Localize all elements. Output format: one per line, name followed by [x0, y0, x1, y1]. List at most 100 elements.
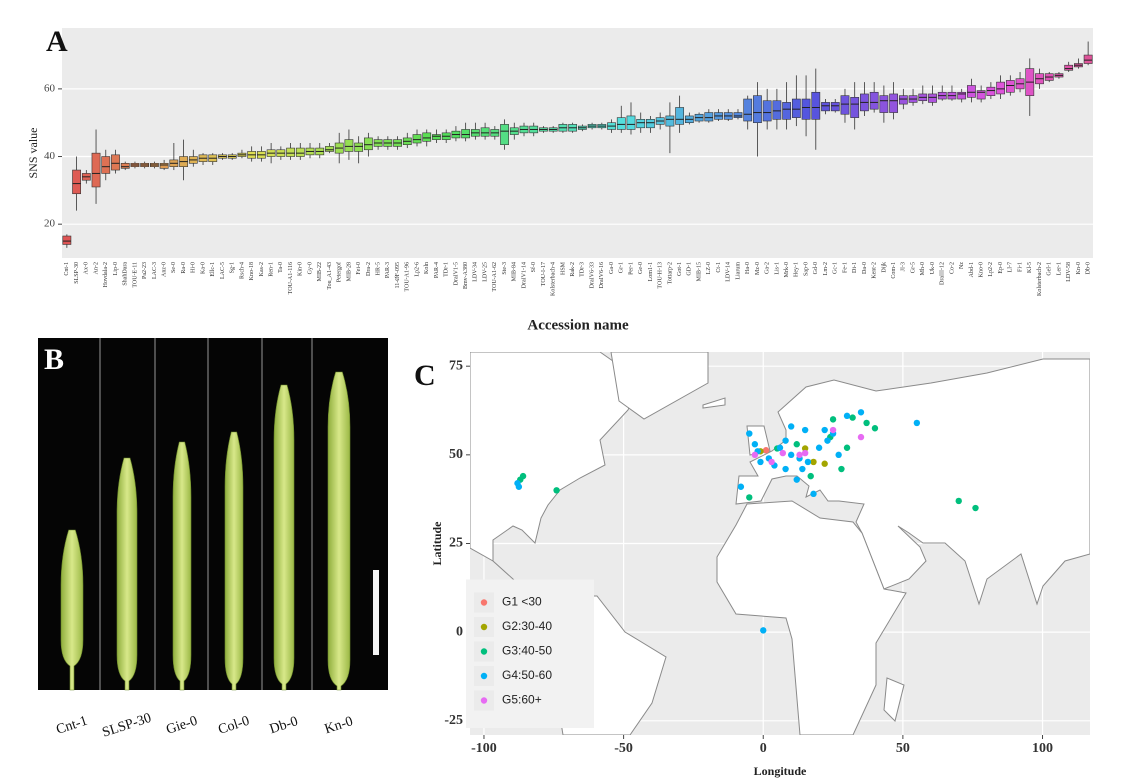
- map-point: [746, 430, 753, 437]
- map-point: [760, 627, 767, 634]
- map-point: [519, 472, 527, 480]
- x-tick-label: TDr-1: [444, 262, 450, 277]
- x-tick-label: TOU-A1-116: [288, 262, 294, 294]
- x-tick-label: Ct-1: [716, 262, 722, 273]
- x-tick-label: Kas-2: [259, 262, 265, 276]
- box: [967, 85, 976, 98]
- x-tick-label: Kolsterbach-2: [1037, 262, 1043, 296]
- x-tick-label: Gc-1: [833, 262, 839, 274]
- map-point: [782, 437, 789, 444]
- x-tick-label: Ga-2: [765, 262, 771, 274]
- greenland: [610, 352, 709, 420]
- x-tick-label: Da-0: [862, 262, 868, 274]
- map-point: [835, 451, 842, 459]
- x-tick-label: HR-5: [375, 262, 381, 275]
- box: [869, 91, 879, 110]
- x-tick-label: TDr-3: [580, 262, 586, 277]
- map-point: [779, 449, 786, 457]
- map-point: [821, 426, 828, 434]
- x-tick-label: Com-1: [891, 262, 897, 279]
- box: [354, 142, 364, 152]
- box: [62, 235, 72, 245]
- x-tick-label: Per-1: [628, 262, 634, 275]
- silique: [224, 431, 244, 691]
- box: [159, 162, 169, 169]
- x-tick-label: Ka-0: [200, 262, 206, 274]
- x-tick-label: Kno-0: [979, 262, 985, 277]
- box: [636, 119, 646, 129]
- x-tick-label: MIB-84: [512, 262, 518, 281]
- map-point: [829, 416, 837, 423]
- map-point: [824, 437, 831, 444]
- x-tick-label: LZ-0: [706, 262, 712, 274]
- legend-marker: [480, 697, 488, 704]
- map-point: [793, 476, 800, 483]
- x-tick-label: DraIV1-5: [453, 262, 459, 285]
- x-tick-label: Lp2-6: [414, 262, 420, 277]
- box: [976, 90, 986, 100]
- plot-background: [62, 28, 1093, 258]
- x-tick-label: LAC-3: [152, 262, 158, 279]
- x-tick-label: Tou_A1-43: [327, 262, 333, 290]
- x-tick-label: LDV-14: [726, 262, 732, 282]
- x-tick-label: LDV-58: [1066, 262, 1072, 282]
- x-tick-label: 11-ØF-095: [395, 262, 401, 288]
- x-tick-label: Ta-0: [278, 262, 284, 273]
- box: [772, 100, 782, 120]
- x-tick-label: TOU-A1-62: [492, 262, 498, 292]
- y-axis-title: SNS value: [26, 128, 40, 179]
- map-point: [863, 419, 870, 427]
- box: [753, 95, 762, 124]
- x-tick-label: TOU-A1-96: [405, 262, 411, 292]
- x-tick-label: Rak-2: [570, 262, 576, 277]
- x-tick-label: Anz-0: [162, 262, 168, 277]
- x-tick-label: LDV-25: [482, 262, 488, 282]
- x-tick-label: Ge-0: [638, 262, 644, 274]
- photo-label: Kn-0: [323, 714, 355, 737]
- x-tick-label: Lm-2: [823, 262, 829, 275]
- x-tick-label: ShahDara: [123, 262, 129, 286]
- box: [363, 137, 373, 151]
- box: [480, 127, 490, 137]
- map-point: [815, 444, 823, 451]
- map-point: [796, 451, 803, 459]
- x-tick-label: Di-1: [852, 262, 858, 273]
- eurasia: [735, 358, 1090, 606]
- map-point: [843, 412, 851, 420]
- map-point: [787, 451, 795, 459]
- x-tick-label: Liarum: [735, 262, 741, 280]
- map-point: [972, 504, 979, 512]
- silique: [327, 371, 351, 691]
- map-point: [751, 451, 759, 459]
- x-tick-label: An-2: [93, 262, 99, 274]
- box: [295, 147, 305, 157]
- madagascar: [883, 677, 905, 722]
- box: [665, 115, 675, 127]
- photo-label: Db-0: [268, 714, 300, 737]
- map-point: [843, 444, 851, 451]
- x-tick-label: Se-0: [171, 262, 177, 273]
- x-tick-label: Hey-1: [794, 262, 800, 277]
- x-tick-label: Fe-1: [842, 262, 848, 273]
- box: [1083, 54, 1093, 64]
- x-tick-label: Lom1-1: [648, 262, 654, 281]
- box: [412, 134, 422, 144]
- legend-label: G3:40-50: [502, 644, 552, 658]
- box: [840, 95, 850, 115]
- map-point: [821, 460, 828, 467]
- box: [821, 102, 830, 112]
- y-tick-label: 60: [44, 82, 56, 94]
- map-point: [553, 487, 560, 494]
- map-point: [793, 441, 800, 448]
- x-tick-label: DraIV6-33: [589, 262, 595, 288]
- box: [461, 129, 471, 139]
- x-tick-label: Ren-1: [268, 262, 274, 277]
- x-tick-label: Ellc-1: [210, 262, 216, 277]
- x-axis-title: Accession name: [527, 317, 629, 333]
- x-tick-label: Ra-0: [181, 262, 187, 274]
- x-axis-title: Longitude: [754, 764, 807, 778]
- box: [830, 102, 840, 112]
- box: [850, 97, 860, 118]
- legend-marker: [480, 623, 488, 631]
